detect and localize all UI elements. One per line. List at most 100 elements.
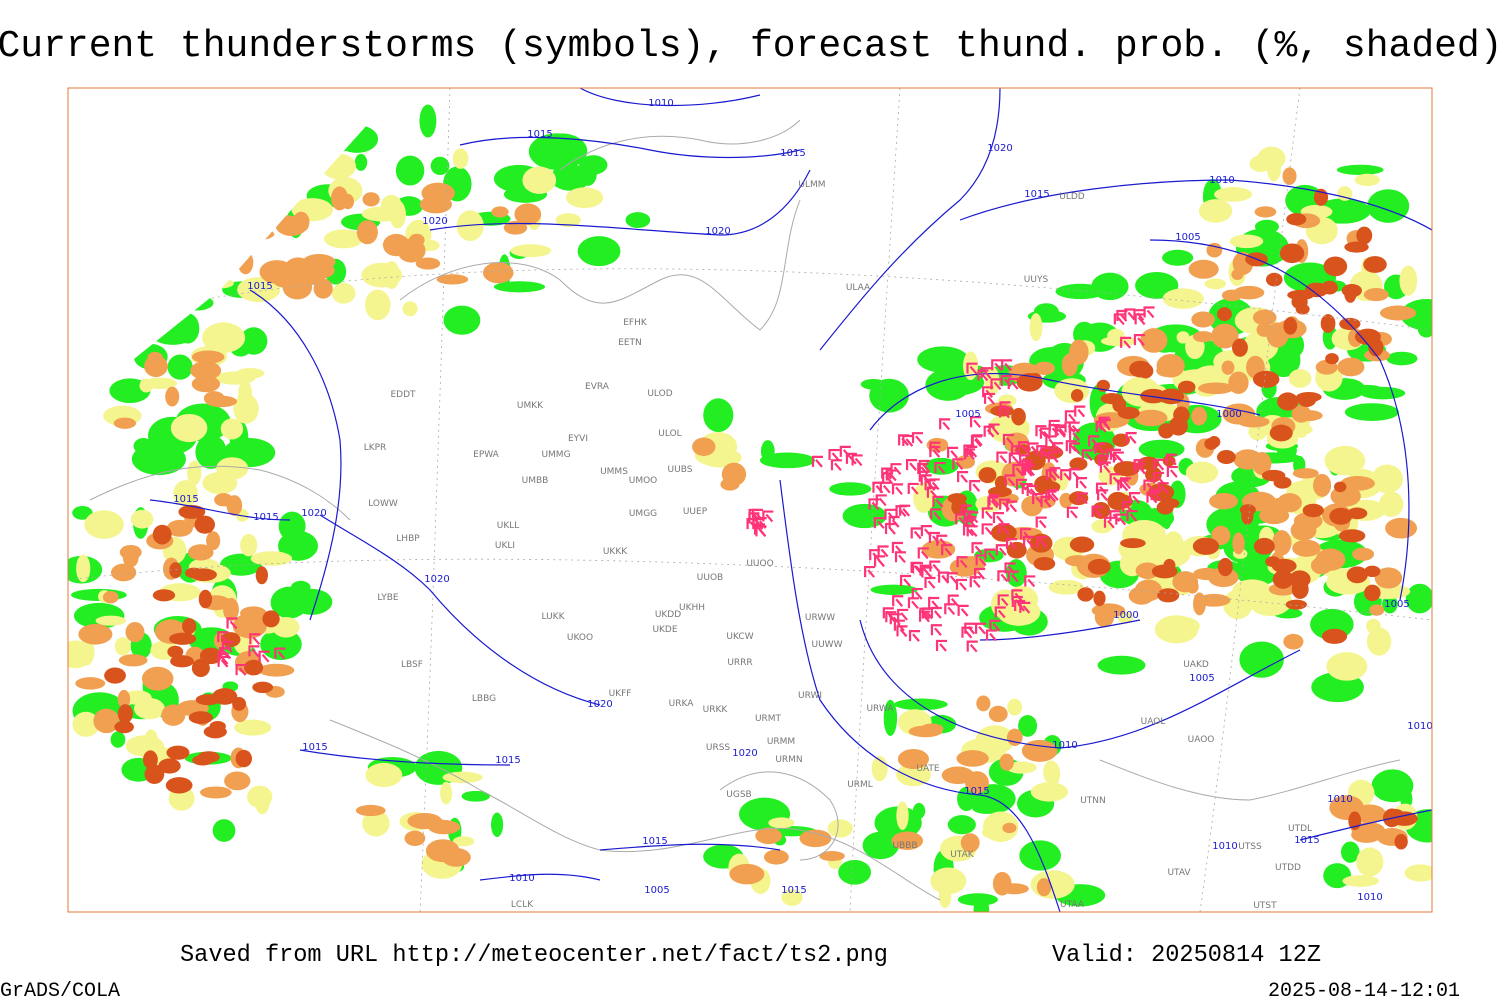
shade-blob: [1324, 445, 1366, 476]
shade-blob: [355, 804, 386, 817]
shade-blob: [493, 281, 546, 293]
shade-blob: [897, 749, 930, 770]
shade-blob: [1193, 567, 1221, 581]
station-label: UUOB: [697, 573, 723, 583]
shade-blob: [1336, 164, 1384, 175]
shade-blob: [1288, 369, 1312, 388]
storm-symbol: [975, 554, 987, 567]
shade-blob: [1029, 533, 1053, 553]
shade-blob: [1030, 782, 1069, 802]
shade-blob: [202, 471, 238, 495]
shade-blob: [973, 896, 990, 912]
storm-symbol: [911, 587, 923, 600]
shade-blob: [214, 493, 233, 507]
shade-blob: [402, 301, 418, 317]
station-label: URMN: [775, 755, 802, 765]
shade-blob: [191, 658, 210, 678]
shade-blob: [1404, 864, 1432, 882]
shade-blob: [819, 850, 845, 862]
shade-blob: [514, 203, 542, 226]
shade-blob: [237, 187, 274, 212]
shade-blob: [331, 282, 356, 304]
shade-blob: [625, 212, 651, 228]
storm-symbol: [1166, 465, 1178, 478]
storm-symbol: [217, 652, 229, 665]
shade-blob: [1112, 433, 1130, 447]
station-label: UKOO: [567, 633, 593, 643]
shade-blob: [1315, 548, 1346, 571]
storm-symbol: [1022, 462, 1034, 475]
isobar-label: 1010: [1327, 794, 1352, 805]
storm-symbol: [221, 640, 233, 653]
shade-blob: [133, 438, 154, 454]
storm-symbol: [235, 663, 247, 676]
shade-blob: [136, 183, 167, 199]
station-label: ULMM: [798, 180, 825, 190]
storm-symbol: [1045, 490, 1057, 503]
shade-blob: [1214, 187, 1253, 202]
shade-blob: [200, 786, 232, 799]
shade-blob: [926, 437, 947, 453]
station-label: UMOO: [629, 476, 658, 486]
shade-blob: [1272, 530, 1292, 556]
station-label: URWI: [798, 691, 822, 701]
shade-blob: [1257, 146, 1286, 170]
storm-symbol: [966, 445, 978, 458]
storm-symbol: [1091, 506, 1103, 518]
storm-symbol: [1113, 313, 1125, 326]
storm-symbol: [991, 359, 1003, 372]
storm-symbol: [919, 607, 931, 620]
shade-blob: [238, 380, 253, 409]
shade-blob: [1320, 314, 1336, 333]
shade-blob: [220, 418, 244, 440]
station-label: ULDD: [1059, 192, 1085, 202]
storm-symbol: [1060, 469, 1072, 481]
isobar-label: 1015: [527, 129, 552, 140]
shade-blob: [169, 632, 197, 645]
shade-blob: [978, 467, 997, 484]
station-label: UKHH: [679, 603, 705, 613]
station-label: URMT: [755, 714, 782, 724]
shade-blob: [452, 148, 469, 169]
storm-symbol: [971, 542, 983, 554]
shade-blob: [125, 621, 145, 643]
storm-symbol: [975, 622, 987, 635]
shade-blob: [78, 623, 113, 645]
storm-symbol: [1088, 435, 1100, 448]
station-label: UKDD: [655, 610, 681, 620]
shade-blob: [191, 375, 221, 393]
storm-symbol: [1081, 449, 1093, 462]
shade-blob: [114, 720, 134, 734]
storm-symbol: [997, 570, 1009, 583]
shade-blob: [503, 220, 528, 235]
shade-blob: [250, 551, 293, 566]
shade-blob: [395, 155, 425, 186]
shade-blob: [93, 708, 120, 734]
shade-blob: [243, 228, 275, 240]
shade-blob: [1364, 565, 1381, 578]
shade-blob: [522, 166, 557, 194]
storm-symbol: [839, 445, 851, 458]
station-label: UAKD: [1183, 660, 1209, 670]
shade-blob: [1211, 323, 1239, 349]
shade-blob: [198, 589, 213, 609]
storm-symbol: [249, 633, 261, 646]
shade-blob: [829, 482, 872, 496]
shade-blob: [1021, 495, 1043, 517]
shade-blob: [166, 745, 190, 760]
shade-blob: [1156, 354, 1185, 378]
shade-blob: [244, 659, 264, 676]
storm-symbol: [1075, 477, 1088, 489]
shade-blob: [169, 562, 182, 579]
station-label: LBBG: [472, 694, 496, 704]
isobar-label: 1015: [495, 755, 520, 766]
shade-blob: [139, 378, 153, 393]
storm-symbol: [1095, 482, 1108, 495]
shade-blob: [999, 883, 1029, 895]
shade-blob: [1048, 579, 1084, 595]
shade-blob: [528, 133, 585, 170]
shade-blob: [220, 632, 241, 647]
isobar-labels: 1010 1015 1015 1020 1020 1020 1015 1010 1005 1015…: [173, 98, 1432, 903]
shade-blob: [1283, 317, 1298, 335]
